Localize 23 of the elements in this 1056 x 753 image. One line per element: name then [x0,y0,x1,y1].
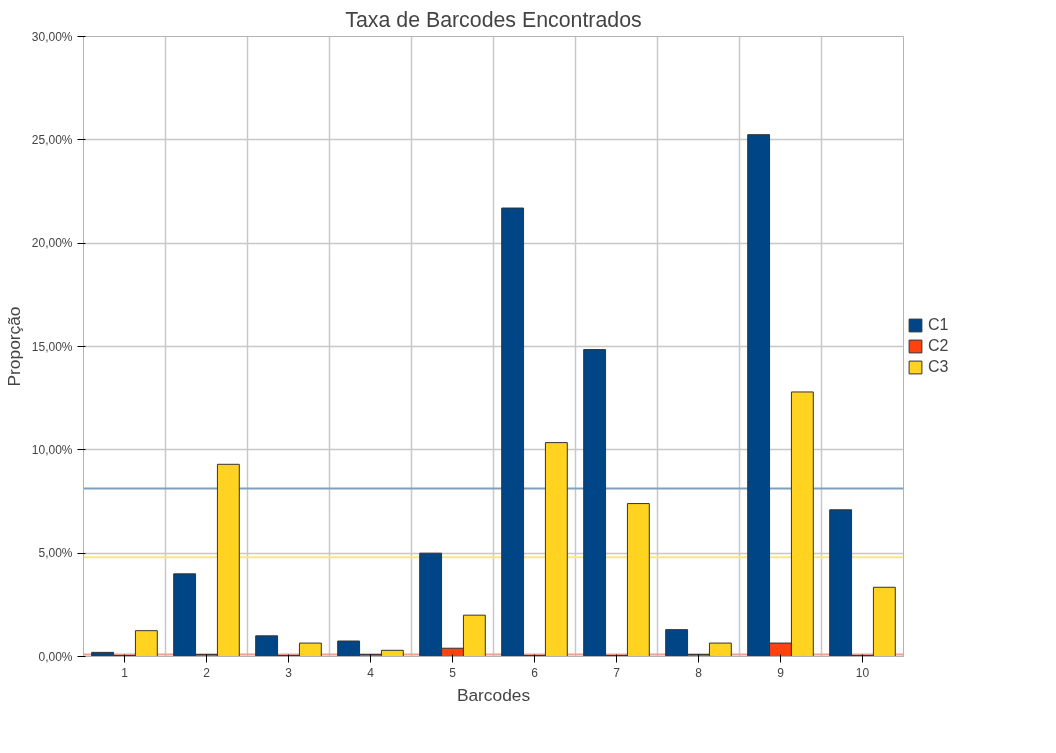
y-tick-label: 15,00% [31,339,73,354]
y-axis-title: Proporção [3,306,24,387]
x-tick-label: 1 [121,665,129,680]
y-tick-label: 25,00% [31,132,73,147]
legend-label: C1 [928,316,949,334]
y-tick-label: 5,00% [38,546,73,561]
legend-label: C2 [928,337,949,355]
x-tick-label: 10 [855,665,870,680]
y-tick-label: 10,00% [31,442,73,457]
x-tick-label: 6 [531,665,539,680]
legend-label: C3 [928,358,949,376]
y-tick-label: 20,00% [31,236,73,251]
x-tick-label: 5 [449,665,457,680]
x-tick-label: 4 [367,665,375,680]
x-tick-label: 2 [203,665,211,680]
x-tick-label: 7 [613,665,621,680]
x-tick-label: 9 [777,665,785,680]
y-tick-label: 0,00% [38,649,73,664]
x-tick-label: 8 [695,665,703,680]
x-axis-title: Barcodes [456,684,531,705]
chart-title: Taxa de Barcodes Encontrados [345,7,642,32]
x-tick-label: 3 [285,665,293,680]
y-tick-label: 30,00% [31,29,73,44]
